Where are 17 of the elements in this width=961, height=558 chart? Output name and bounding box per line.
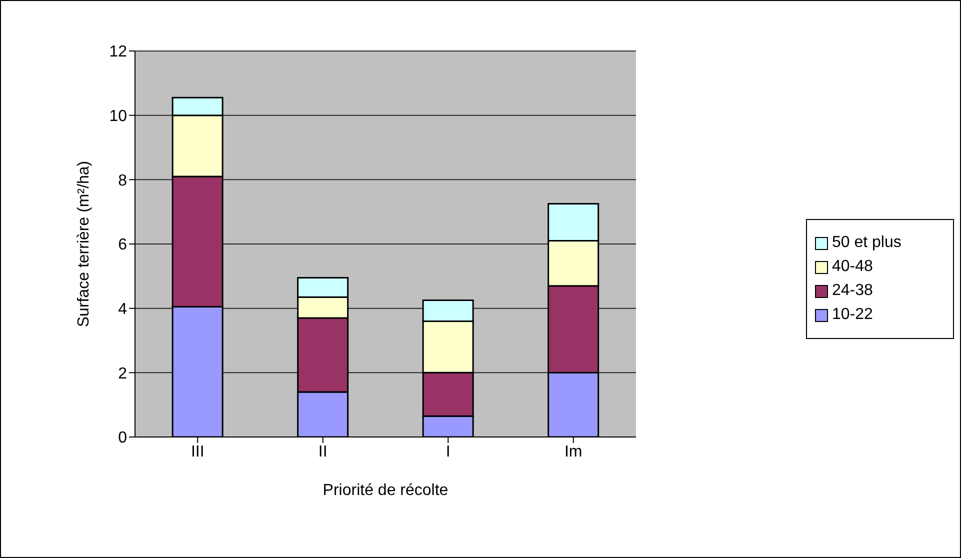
x-tick-label: II <box>318 443 328 460</box>
y-tick-label: 2 <box>118 365 128 382</box>
y-tick-label: 4 <box>118 301 128 318</box>
x-tick-label: Im <box>564 443 582 460</box>
legend-label: 10-22 <box>832 306 873 324</box>
y-tick-label: 8 <box>118 172 128 190</box>
y-tick-label: 6 <box>118 236 128 254</box>
y-axis-title: Surface terrière (m²/ha) <box>76 160 93 328</box>
y-tick-label: 0 <box>118 430 128 447</box>
x-axis-title: Priorité de récolte <box>322 482 448 499</box>
legend-label: 24-38 <box>832 282 873 300</box>
y-tick-label: 12 <box>109 44 128 61</box>
x-tick-label: III <box>190 443 204 460</box>
y-tick-label: 10 <box>109 108 128 126</box>
legend-label: 40-48 <box>832 258 873 276</box>
legend-label: 50 et plus <box>832 234 902 252</box>
x-tick-label: I <box>446 443 450 460</box>
